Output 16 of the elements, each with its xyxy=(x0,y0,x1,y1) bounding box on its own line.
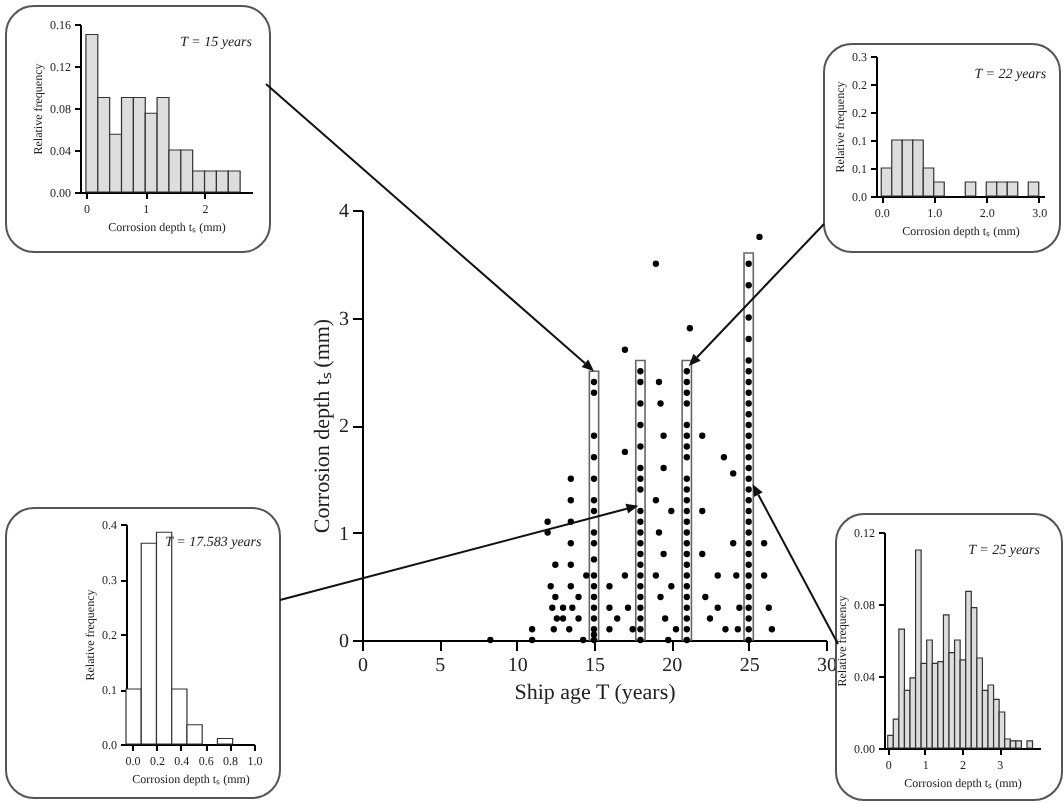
x-axis-title: Ship age T (years) xyxy=(514,681,677,705)
x-tick-label: 25 xyxy=(739,655,760,677)
bar xyxy=(634,359,646,641)
x-tick-label: 20 xyxy=(662,655,683,677)
y-tick-label: 1 xyxy=(339,523,349,546)
x-tick-label: 15 xyxy=(585,655,605,677)
y-tick-label: 3 xyxy=(339,308,349,331)
x-tick-label: 0 xyxy=(358,655,368,677)
y-tick-label: 0 xyxy=(339,631,349,653)
y-tick-label: 2 xyxy=(339,416,349,438)
y-tick-label: 4 xyxy=(339,201,349,223)
bar xyxy=(681,359,693,641)
y-axis-title: Corrosion depth tₛ (mm) xyxy=(311,318,335,534)
x-tick-label: 10 xyxy=(507,655,528,677)
bar xyxy=(743,252,755,641)
x-tick-label: 5 xyxy=(435,655,446,677)
